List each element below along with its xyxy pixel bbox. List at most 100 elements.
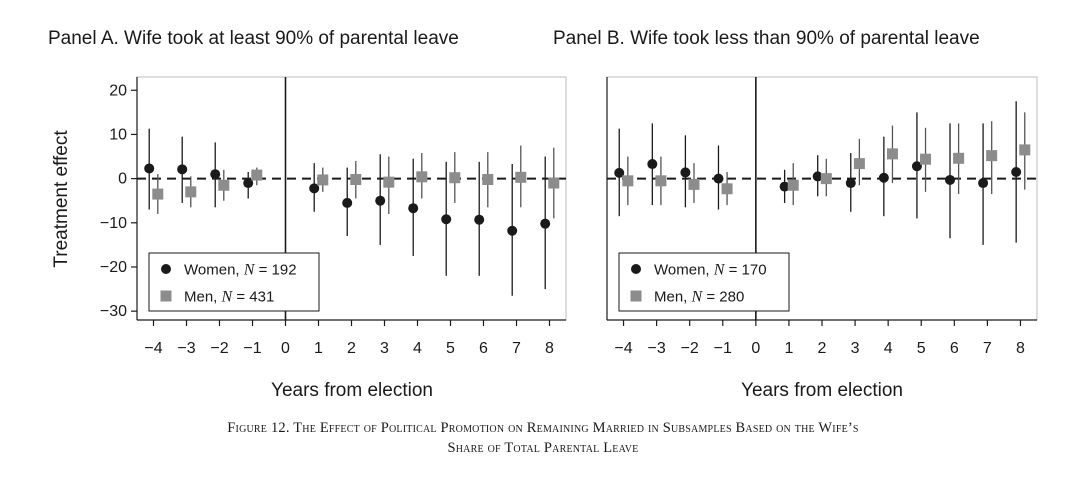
panel-a-women-point <box>144 163 155 174</box>
panel-b-women-point <box>713 173 724 184</box>
panel-a-x-tick-label: 6 <box>479 340 488 357</box>
panel-a-x-tick-label: 0 <box>281 340 290 357</box>
panel-a-x-tick-label: 4 <box>413 340 422 357</box>
panel-b-x-tick-label: 6 <box>950 340 959 357</box>
panel-a-women-point <box>474 214 485 225</box>
panel-b-legend-box <box>618 252 790 312</box>
panel-b-women-point <box>812 171 823 182</box>
panel-a-women-point <box>408 203 419 214</box>
panel-b-women-point <box>647 159 658 170</box>
panel-a-y-tick-label: 0 <box>118 171 127 188</box>
panel-a-x-tick-label: 8 <box>545 340 554 357</box>
panel-a-women-point <box>177 164 188 175</box>
panel-a-legend-men-label: Men, N = 431 <box>184 289 274 306</box>
panel-a-x-tick-label: 7 <box>512 340 521 357</box>
panel-a-men-point <box>548 177 560 189</box>
panel-b-men-point <box>920 153 932 165</box>
panel-a-x-tick-label: −1 <box>243 340 261 357</box>
panel-b-women-point <box>614 167 625 178</box>
panel-a-y-tick-label: −20 <box>100 259 127 276</box>
panel-a-men-point <box>416 171 428 183</box>
panel-b-men-point <box>688 178 700 190</box>
panel-b-legend-men-label: Men, N = 280 <box>654 289 744 306</box>
panel-b-x-tick-label: −4 <box>614 340 632 357</box>
panel-b-men-point <box>622 175 634 187</box>
panel-a-women-point <box>507 225 518 236</box>
panel-b-x-tick-label: 8 <box>1016 340 1025 357</box>
panel-a-y-tick-label: −30 <box>100 303 127 320</box>
panel-b-x-tick-label: 3 <box>851 340 860 357</box>
panel-a-men-point <box>383 176 395 188</box>
panel-b-men-point <box>886 148 898 160</box>
panel-b-women-point <box>978 178 989 189</box>
panel-a-y-tick-label: 20 <box>109 82 127 99</box>
panel-a-legend-women-label: Women, N = 192 <box>184 262 297 279</box>
panel-b-x-tick-label: 4 <box>884 340 893 357</box>
caption-line-2: Share of Total Parental Leave <box>447 440 639 456</box>
panel-a-legend-box <box>148 252 320 312</box>
panel-a-legend-women-marker <box>161 264 171 274</box>
panel-b-women-point <box>779 181 790 192</box>
panel-b-x-tick-label: −2 <box>681 340 699 357</box>
panel-a-x-tick-label: 5 <box>446 340 455 357</box>
panel-b-title: Panel B. Wife took less than 90% of pare… <box>553 28 980 49</box>
panel-a-y-tick-label: 10 <box>109 126 127 143</box>
panel-b-women-point <box>1011 166 1022 177</box>
panel-a-x-tick-label: 3 <box>380 340 389 357</box>
panel-a-x-axis-title: Years from election <box>271 380 433 401</box>
panel-a-men-point <box>482 174 494 186</box>
panel-a-x-tick-label: 2 <box>347 340 356 357</box>
panel-b-women-point <box>878 172 889 183</box>
panel-a-men-point <box>152 188 164 200</box>
panel-a-men-point <box>515 171 527 183</box>
panel-b-men-point <box>655 175 667 187</box>
panel-b-legend-women-marker <box>631 264 641 274</box>
panel-b-women-point <box>911 161 922 172</box>
panel-a-x-tick-label: −3 <box>177 340 195 357</box>
panel-a-x-tick-label: 1 <box>314 340 323 357</box>
panel-a-women-point <box>375 195 386 206</box>
panel-b-men-point <box>953 152 965 164</box>
panel-a: Panel A. Wife took at least 90% of paren… <box>48 28 567 401</box>
panel-a-men-point <box>218 179 230 191</box>
figure-caption: Figure 12. The Effect of Political Promo… <box>0 418 1086 458</box>
panel-b-men-point <box>721 183 733 195</box>
panel-b-women-point <box>680 167 691 178</box>
panel-a-men-point <box>449 172 461 184</box>
panel-a-women-point <box>210 169 221 180</box>
panel-b-x-tick-label: −3 <box>647 340 665 357</box>
panel-a-men-point <box>317 174 329 186</box>
panel-a-x-tick-label: −4 <box>144 340 162 357</box>
panel-b-men-point <box>853 158 865 170</box>
panel-a-legend-men-marker <box>160 290 172 302</box>
panel-b-men-point <box>1019 144 1031 156</box>
panel-b: Panel B. Wife took less than 90% of pare… <box>553 28 1038 401</box>
panel-b-legend-women-label: Women, N = 170 <box>654 262 767 279</box>
panel-b-women-point <box>845 178 856 189</box>
panel-a-women-point <box>309 183 320 194</box>
panel-b-men-point <box>820 173 832 185</box>
panel-a-men-point <box>185 186 197 198</box>
panel-a-title: Panel A. Wife took at least 90% of paren… <box>48 28 459 49</box>
panel-a-women-point <box>243 178 254 189</box>
panel-b-x-tick-label: 5 <box>917 340 926 357</box>
panel-b-x-tick-label: −1 <box>714 340 732 357</box>
panel-b-x-tick-label: 7 <box>983 340 992 357</box>
panel-b-x-axis-title: Years from election <box>741 380 903 401</box>
panel-a-y-tick-label: −10 <box>100 215 127 232</box>
panel-b-men-point <box>787 179 799 191</box>
panel-b-men-point <box>986 150 998 162</box>
panel-b-women-point <box>945 174 956 185</box>
panel-a-women-point <box>441 214 452 225</box>
caption-line-1: Figure 12. The Effect of Political Promo… <box>227 420 859 436</box>
panel-a-women-point <box>342 197 353 208</box>
panel-a-women-point <box>540 218 551 229</box>
panel-b-legend-men-marker <box>630 290 642 302</box>
panel-b-legend: Women, N = 170 Men, N = 280 <box>618 252 790 312</box>
panel-b-x-tick-label: 0 <box>751 340 760 357</box>
panel-b-x-tick-label: 1 <box>784 340 793 357</box>
panel-b-x-tick-label: 2 <box>818 340 827 357</box>
panel-a-men-point <box>350 174 362 186</box>
panel-a-men-point <box>251 169 263 181</box>
